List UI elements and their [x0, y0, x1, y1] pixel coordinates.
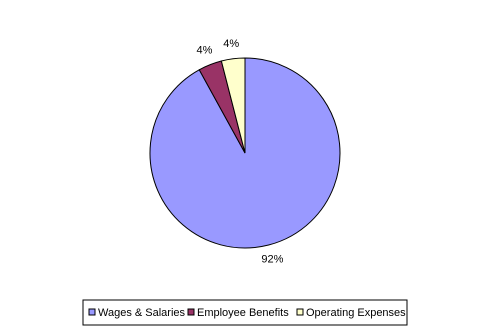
legend-swatch — [296, 308, 304, 316]
data-label: 4% — [197, 45, 213, 57]
pie-slice — [220, 57, 246, 154]
data-label: 4% — [223, 38, 239, 50]
legend-swatch — [187, 308, 195, 316]
legend-label: Wages & Salaries — [98, 307, 186, 319]
legend-label: Operating Expenses — [306, 307, 406, 319]
legend-box — [82, 299, 408, 326]
legend-label: Employee Benefits — [197, 307, 289, 319]
data-label: 92% — [261, 253, 283, 265]
legend-swatch — [88, 308, 96, 316]
